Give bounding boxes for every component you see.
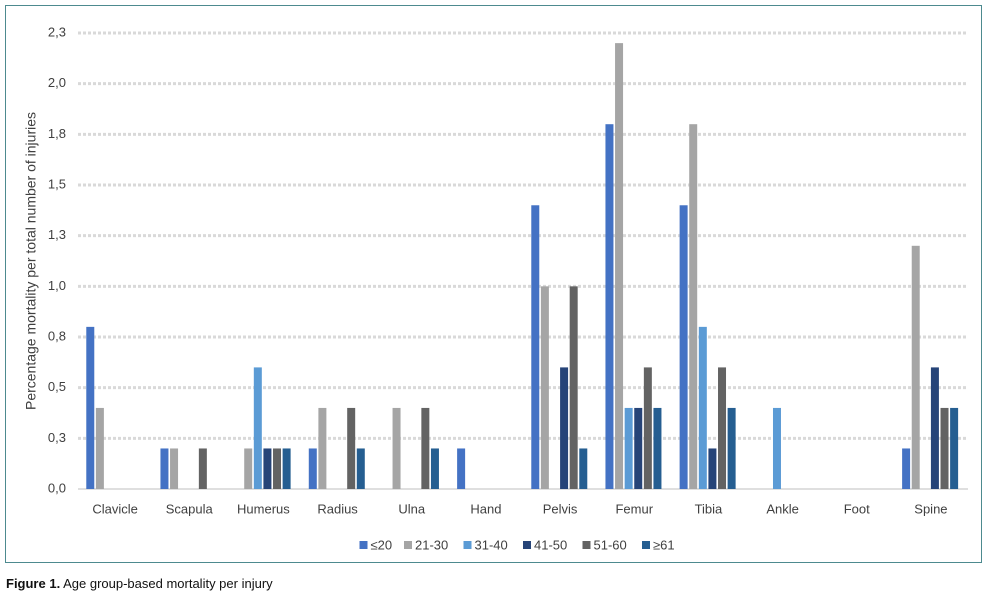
- y-tick-label: 0,3: [48, 430, 66, 445]
- bar: [772, 407, 781, 489]
- x-tick-label: Tibia: [695, 501, 723, 516]
- bar: [244, 448, 253, 489]
- caption: Figure 1. Age group-based mortality per …: [6, 576, 273, 591]
- x-tick-label: Humerus: [237, 501, 290, 516]
- bar: [679, 205, 688, 489]
- bar: [902, 448, 911, 489]
- bar: [718, 367, 727, 489]
- bar: [457, 448, 466, 489]
- y-tick-label: 1,5: [48, 176, 66, 191]
- bar: [940, 407, 949, 489]
- figure-caption: Age group-based mortality per injury: [63, 576, 273, 591]
- y-tick-label: 0,0: [48, 480, 66, 495]
- legend-label: 41-50: [534, 537, 567, 552]
- legend-label: ≥61: [653, 537, 675, 552]
- bar: [727, 407, 736, 489]
- bar: [911, 245, 920, 489]
- bar: [308, 448, 317, 489]
- y-axis-title: Percentage mortality per total number of…: [23, 112, 39, 410]
- legend-swatch: [642, 541, 650, 549]
- bar: [170, 448, 179, 489]
- y-tick-label: 0,8: [48, 328, 66, 343]
- bar: [615, 43, 624, 490]
- bar: [253, 367, 262, 489]
- bar: [708, 448, 717, 489]
- bar: [540, 286, 549, 489]
- legend-label: ≤20: [371, 537, 393, 552]
- legend-swatch: [582, 541, 591, 549]
- bar: [392, 407, 401, 489]
- bar: [531, 205, 540, 489]
- x-tick-label: Foot: [844, 501, 870, 516]
- y-tick-label: 0,5: [48, 379, 66, 394]
- x-tick-label: Scapula: [166, 501, 214, 516]
- bar: [282, 448, 291, 489]
- y-tick-label: 2,3: [48, 24, 66, 39]
- chart-frame: [5, 5, 982, 563]
- x-tick-label: Clavicle: [92, 501, 138, 516]
- legend-swatch: [523, 541, 531, 549]
- x-tick-label: Ulna: [398, 501, 426, 516]
- bar: [263, 448, 272, 489]
- legend-swatch: [463, 541, 472, 549]
- bar: [624, 407, 633, 489]
- bar: [689, 124, 698, 489]
- bar: [579, 448, 588, 489]
- bar: [698, 326, 707, 489]
- legend-label: 51-60: [594, 537, 627, 552]
- y-tick-label: 1,0: [48, 278, 66, 293]
- legend-label: 21-30: [415, 537, 448, 552]
- bar: [160, 448, 169, 489]
- y-tick-label: 1,3: [48, 227, 66, 242]
- chart: Percentage mortality per total number of…: [5, 5, 982, 563]
- bar: [653, 407, 662, 489]
- legend-swatch: [404, 541, 412, 549]
- bar: [930, 367, 939, 489]
- legend-swatch: [359, 541, 368, 549]
- x-tick-label: Ankle: [766, 501, 799, 516]
- bar: [318, 407, 327, 489]
- bar: [643, 367, 652, 489]
- x-tick-label: Hand: [470, 501, 501, 516]
- bar: [273, 448, 282, 489]
- x-tick-label: Femur: [615, 501, 653, 516]
- bar: [356, 448, 365, 489]
- x-tick-label: Pelvis: [543, 501, 578, 516]
- y-tick-label: 2,0: [48, 75, 66, 90]
- legend-label: 31-40: [475, 537, 508, 552]
- x-tick-label: Spine: [914, 501, 947, 516]
- bar: [86, 326, 95, 489]
- figure-number: Figure 1.: [6, 576, 61, 591]
- y-tick-label: 1,8: [48, 126, 66, 141]
- x-tick-label: Radius: [317, 501, 358, 516]
- bar: [347, 407, 356, 489]
- bar: [560, 367, 569, 489]
- bar: [198, 448, 207, 489]
- bar: [95, 407, 104, 489]
- bar: [605, 124, 614, 489]
- bar: [569, 286, 578, 489]
- bar: [950, 407, 959, 489]
- bar: [421, 407, 430, 489]
- bar: [634, 407, 643, 489]
- bar: [430, 448, 439, 489]
